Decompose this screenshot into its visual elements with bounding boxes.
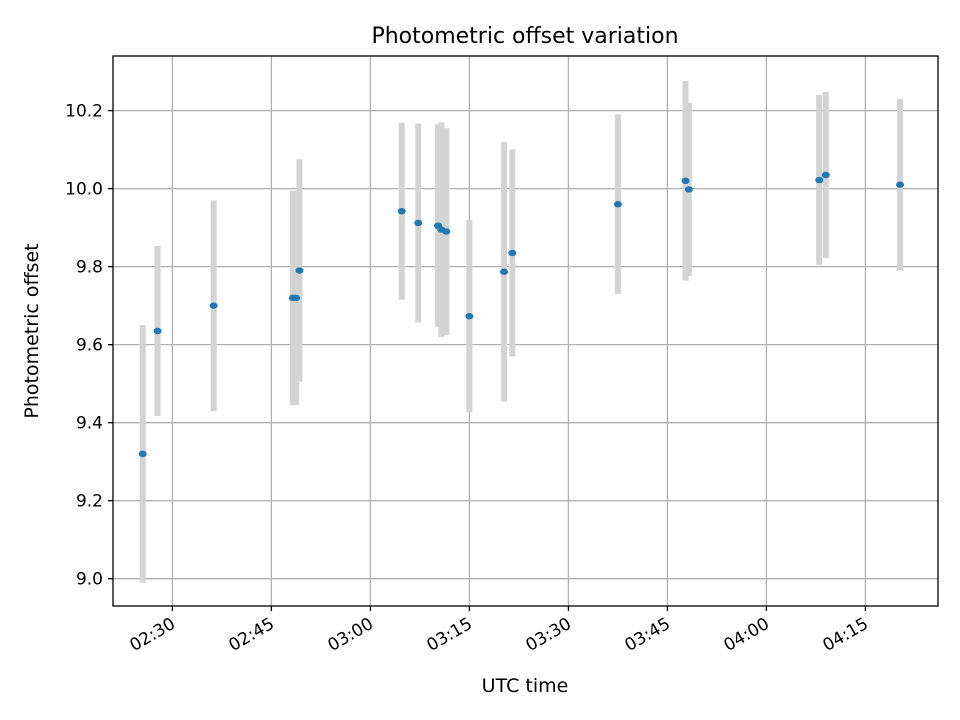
- data-point: [414, 219, 423, 227]
- data-point: [681, 177, 690, 185]
- data-point: [821, 171, 830, 179]
- y-tick-label: 9.2: [76, 492, 103, 512]
- data-point: [684, 186, 693, 193]
- y-tick-label: 9.0: [76, 570, 103, 590]
- error-bars: [139, 80, 904, 583]
- data-point: [295, 267, 304, 274]
- grid: [113, 56, 938, 606]
- data-point: [896, 181, 905, 188]
- y-tick-label: 10.2: [65, 102, 103, 122]
- data-point: [508, 249, 517, 257]
- plot-frame: [112, 55, 939, 607]
- data-point: [292, 294, 301, 302]
- data-points: [138, 171, 905, 458]
- data-point: [815, 176, 824, 184]
- data-point: [397, 208, 406, 215]
- y-tick-label: 10.0: [65, 180, 103, 200]
- x-tick-label: 02:30: [126, 614, 178, 656]
- x-tick-label: 03:00: [324, 614, 376, 656]
- x-axis-label: UTC time: [482, 675, 569, 697]
- data-point: [153, 327, 162, 335]
- data-point: [209, 302, 218, 309]
- data-point: [500, 268, 509, 275]
- data-point: [442, 228, 451, 235]
- data-point: [465, 312, 474, 320]
- x-tick-label: 03:30: [522, 614, 574, 656]
- x-tick-label: 04:00: [720, 614, 772, 656]
- y-tick-label: 9.4: [76, 414, 103, 434]
- y-axis-label: Photometric offset: [21, 243, 43, 418]
- y-tick-label: 9.6: [76, 336, 103, 356]
- x-tick-label: 04:15: [819, 614, 871, 656]
- chart-title: Photometric offset variation: [371, 24, 678, 49]
- data-point: [138, 450, 147, 458]
- y-tick-label: 9.8: [76, 258, 103, 278]
- data-point: [613, 201, 622, 208]
- x-tick-label: 03:15: [423, 614, 475, 656]
- x-tick-label: 03:45: [621, 614, 673, 656]
- x-tick-label: 02:45: [225, 614, 277, 656]
